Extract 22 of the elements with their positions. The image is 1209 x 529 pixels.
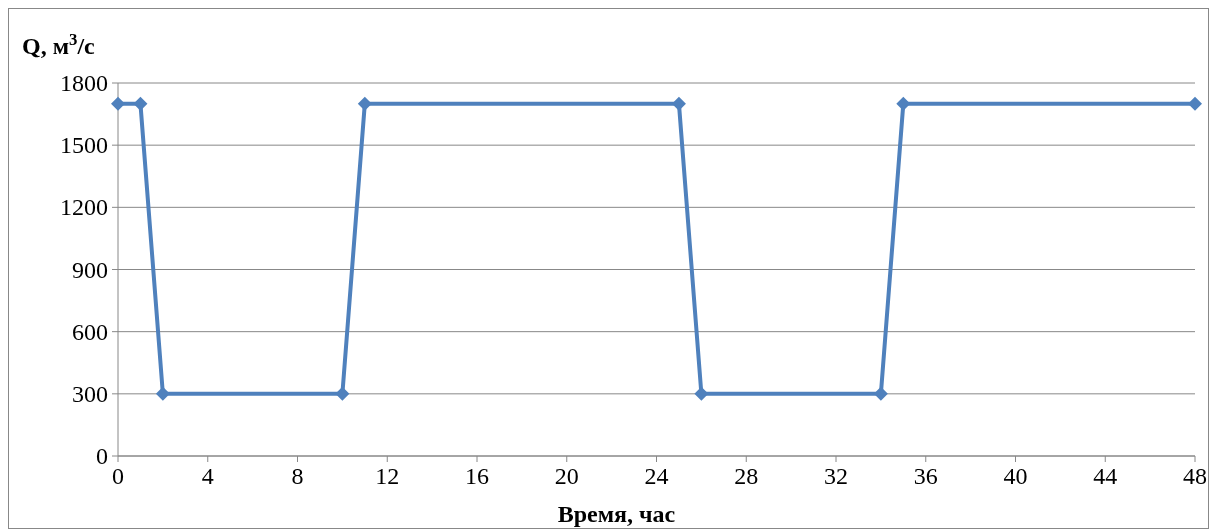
x-tick-label: 12 [375,463,400,489]
x-axis-title: Время, час [557,501,676,527]
y-tick-label: 900 [72,256,108,283]
x-tick-label: 16 [465,463,489,489]
y-tick-label: 600 [72,318,108,345]
x-tick-label: 48 [1183,463,1207,489]
x-tick-label: 40 [1003,463,1028,489]
x-tick-label: 28 [734,463,759,489]
x-tick-label: 0 [112,463,124,489]
x-tick-label: 32 [824,463,848,489]
y-tick-label: 0 [96,443,108,469]
x-tick-label: 8 [291,463,304,489]
y-tick-label: 300 [72,380,108,407]
y-axis-title: Q, м$^{3}$/с [22,29,96,59]
x-tick-label: 20 [554,463,579,489]
x-tick-label: 4 [201,463,214,489]
x-tick-label: 36 [913,463,938,489]
x-tick-label: 44 [1093,463,1118,489]
y-tick-label: 1500 [60,132,108,159]
y-tick-label: 1800 [60,70,108,96]
x-tick-label: 24 [644,463,669,489]
y-tick-label: 1200 [60,194,108,221]
